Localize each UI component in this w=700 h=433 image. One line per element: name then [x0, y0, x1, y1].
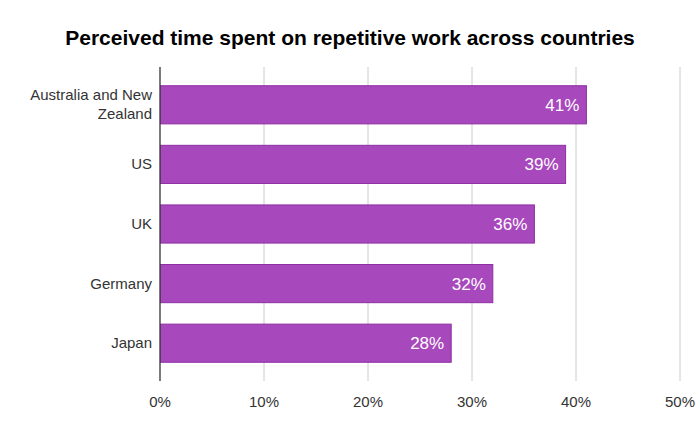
bar — [160, 265, 493, 303]
data-label: 39% — [525, 155, 559, 174]
category-label-line: Australia and New — [30, 86, 152, 103]
grid-line — [160, 67, 161, 381]
bars — [160, 86, 586, 363]
grid-line — [680, 67, 681, 381]
data-label: 36% — [493, 215, 527, 234]
bar — [160, 86, 586, 124]
category-label-line: US — [131, 155, 152, 172]
bar — [160, 205, 534, 243]
bar — [160, 324, 451, 362]
tick-label: 40% — [561, 393, 591, 410]
tick-label: 50% — [665, 393, 695, 410]
category-label-line: Germany — [90, 275, 152, 292]
category-label: US — [131, 155, 152, 172]
chart: Perceived time spent on repetitive work … — [0, 0, 700, 433]
tick-label: 30% — [457, 393, 487, 410]
title: Perceived time spent on repetitive work … — [65, 26, 635, 49]
data-label: 32% — [452, 275, 486, 294]
category-label: UK — [131, 215, 152, 232]
y-axis: Australia and New Zealand US UK Germany Japan — [30, 86, 152, 351]
bar — [160, 145, 566, 183]
data-label: 28% — [410, 334, 444, 353]
x-axis: 0% 10% 20% 30% 40% 50% — [149, 67, 695, 410]
category-label: Germany — [90, 275, 152, 292]
data-labels: 41% 39% 36% 32% 28% — [410, 96, 579, 353]
category-label-line: UK — [131, 215, 152, 232]
tick-label: 10% — [249, 393, 279, 410]
category-label: Japan — [111, 334, 152, 351]
category-label-line: Japan — [111, 334, 152, 351]
category-label-line: Zealand — [98, 105, 152, 122]
axis-line — [159, 67, 160, 381]
data-label: 41% — [545, 96, 579, 115]
category-label: Australia and New Zealand — [30, 86, 152, 122]
tick-label: 20% — [353, 393, 383, 410]
tick-label: 0% — [149, 393, 171, 410]
